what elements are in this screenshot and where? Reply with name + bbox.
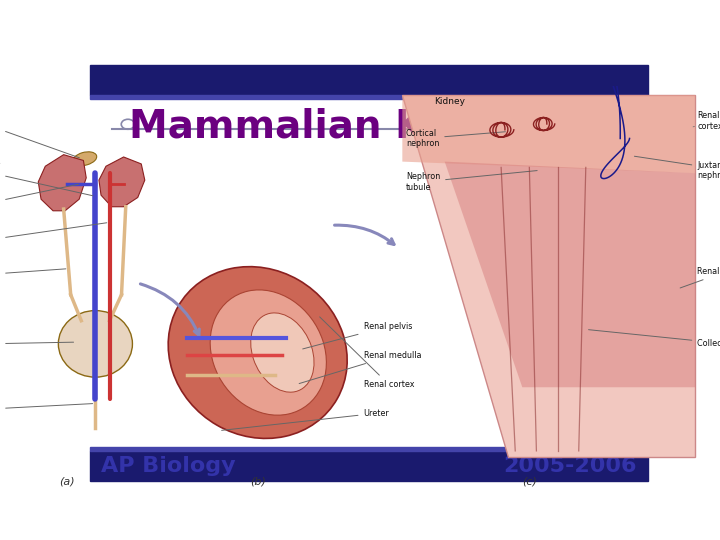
Polygon shape [99,157,145,207]
Text: Renal medulla: Renal medulla [299,351,421,383]
Text: (b): (b) [250,476,266,487]
Text: Inferior
vena cava: Inferior vena cava [0,160,93,195]
Text: Adrenal
gland: Adrenal gland [0,114,79,158]
Ellipse shape [210,290,326,415]
Text: Urethra: Urethra [0,403,93,414]
Ellipse shape [73,152,96,166]
Text: (c): (c) [522,476,537,487]
Bar [90,94,648,99]
Text: Kidney: Kidney [434,97,465,106]
Text: Renal cortex: Renal cortex [320,317,414,389]
Polygon shape [38,154,86,211]
Ellipse shape [251,313,314,392]
Text: (a): (a) [59,476,75,487]
Text: Ureter: Ureter [0,269,66,279]
Text: Cortical
nephron: Cortical nephron [406,129,505,148]
Text: Ureter: Ureter [222,409,390,430]
Text: Renal medulla: Renal medulla [680,267,720,288]
Bar [90,451,648,481]
Text: Collecting duct: Collecting duct [588,330,720,348]
Text: Urinary
bladder: Urinary bladder [0,334,73,354]
Text: Renal vein
and artery: Renal vein and artery [0,184,78,215]
Polygon shape [402,95,696,457]
Text: 2005-2006: 2005-2006 [503,456,637,476]
Text: AP Biology: AP Biology [101,456,235,476]
Text: Renal
cortex: Renal cortex [693,111,720,131]
Text: Nephron
tubule: Nephron tubule [406,171,537,192]
Text: Renal pelvis: Renal pelvis [302,322,412,349]
Text: Mammalian Kidney: Mammalian Kidney [129,109,546,146]
Bar [90,65,648,94]
Ellipse shape [58,310,132,377]
Text: Juxtamedullary
nephron: Juxtamedullary nephron [634,156,720,180]
Text: Aorta: Aorta [0,223,107,244]
Ellipse shape [168,267,347,438]
Polygon shape [445,161,696,387]
Bar [90,447,648,451]
Polygon shape [402,95,696,173]
